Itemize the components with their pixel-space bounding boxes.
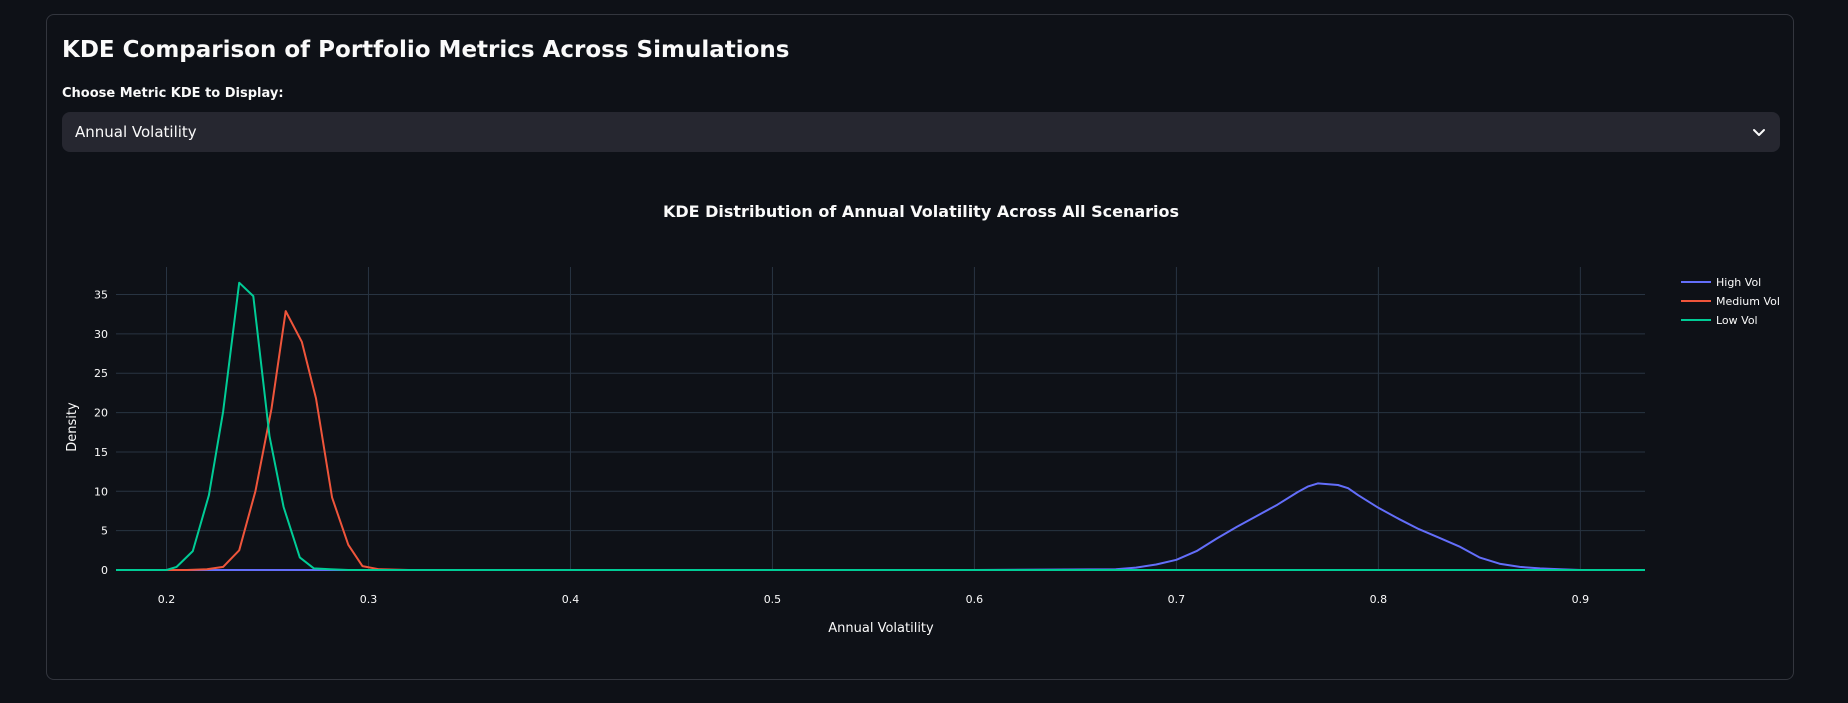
- legend[interactable]: High Vol Medium Vol Low Vol: [1681, 276, 1780, 327]
- x-tick-label: 0.3: [360, 593, 378, 606]
- y-tick-label: 20: [94, 407, 108, 420]
- x-tick-label: 0.8: [1370, 593, 1388, 606]
- metric-select-value: Annual Volatility: [75, 123, 197, 141]
- metric-select-label: Choose Metric KDE to Display:: [62, 86, 284, 101]
- tick-labels: 0.2 0.3 0.4 0.5 0.6 0.7 0.8 0.9 0 5 10 15 20 25 30 35: [94, 289, 1589, 606]
- y-tick-label: 0: [101, 564, 108, 577]
- metric-select[interactable]: Annual Volatility: [62, 112, 1780, 152]
- y-tick-label: 30: [94, 328, 108, 341]
- metric-kde-card: KDE Comparison of Portfolio Metrics Acro…: [46, 14, 1794, 680]
- x-tick-label: 0.5: [764, 593, 782, 606]
- y-tick-label: 35: [94, 289, 108, 302]
- chart-title: KDE Distribution of Annual Volatility Ac…: [663, 202, 1179, 221]
- chevron-down-icon: [1753, 129, 1765, 136]
- page-title: KDE Comparison of Portfolio Metrics Acro…: [62, 37, 790, 63]
- x-tick-label: 0.6: [966, 593, 984, 606]
- legend-item-high-vol[interactable]: High Vol: [1681, 276, 1761, 289]
- x-tick-label: 0.9: [1572, 593, 1590, 606]
- series-line-medium-vol: [116, 310, 1645, 571]
- legend-label: Medium Vol: [1716, 295, 1780, 308]
- y-tick-label: 5: [101, 525, 108, 538]
- legend-item-medium-vol[interactable]: Medium Vol: [1681, 295, 1780, 308]
- grid: [116, 267, 1645, 570]
- legend-item-low-vol[interactable]: Low Vol: [1681, 314, 1758, 327]
- x-tick-label: 0.4: [562, 593, 580, 606]
- y-tick-label: 15: [94, 446, 108, 459]
- legend-label: High Vol: [1716, 276, 1761, 289]
- y-axis-label: Density: [65, 402, 80, 452]
- x-tick-label: 0.2: [158, 593, 176, 606]
- series-line-low-vol: [116, 281, 1645, 571]
- x-tick-label: 0.7: [1168, 593, 1186, 606]
- series-line-high-vol: [116, 482, 1645, 571]
- series-lines: [116, 281, 1645, 571]
- legend-label: Low Vol: [1716, 314, 1758, 327]
- x-axis-label: Annual Volatility: [828, 621, 934, 636]
- y-tick-label: 10: [94, 485, 108, 498]
- y-tick-label: 25: [94, 367, 108, 380]
